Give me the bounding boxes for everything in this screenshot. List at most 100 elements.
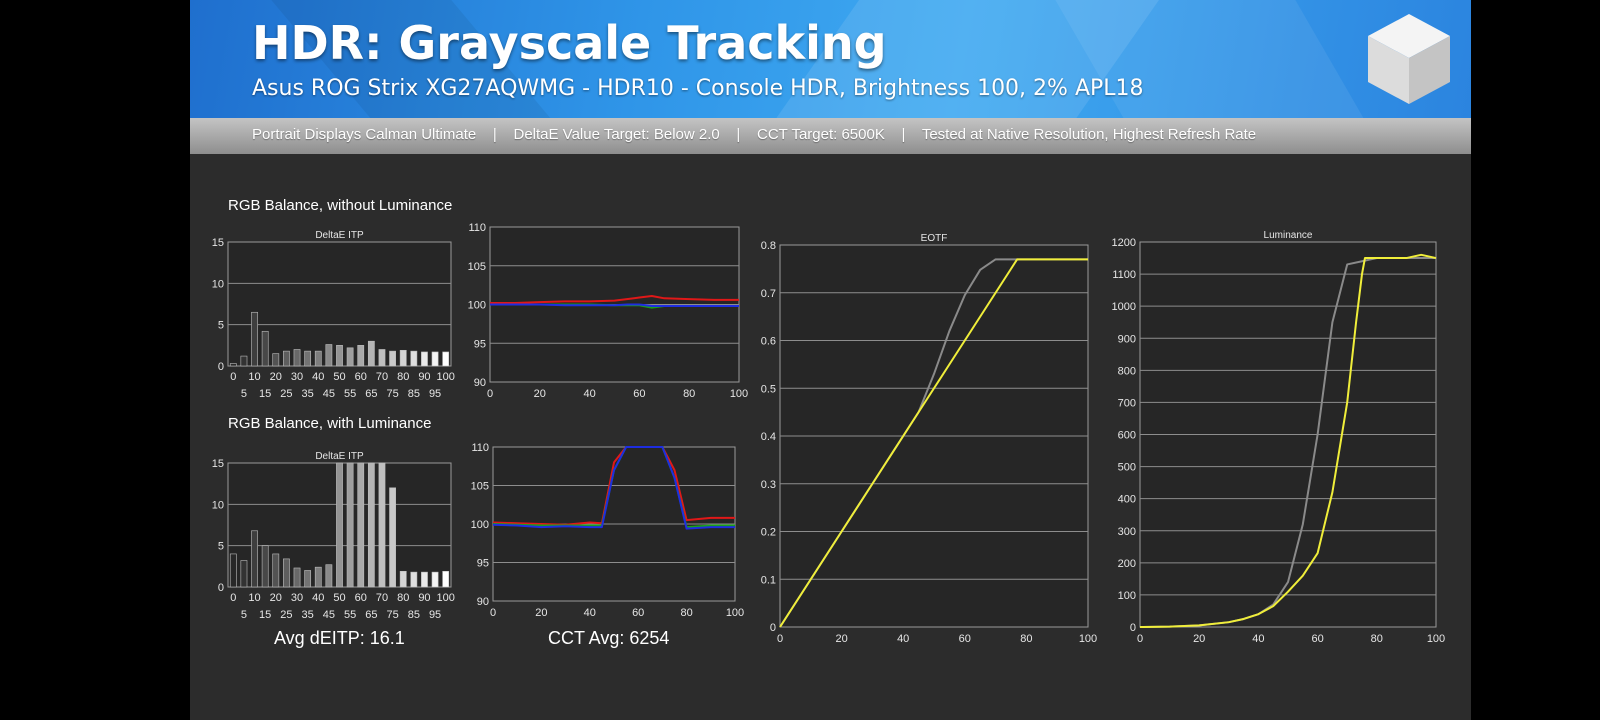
x-tick-label: 10 [248, 371, 260, 383]
x-tick-label: 95 [429, 388, 441, 400]
bar-20 [272, 553, 280, 588]
x-tick-label: 65 [365, 388, 377, 400]
x-tick-label: 90 [418, 592, 430, 604]
x-tick-label: 70 [376, 371, 388, 383]
x-tick-label: 60 [632, 607, 644, 619]
y-tick-label: 0.1 [761, 574, 776, 586]
info-separator: | [719, 126, 757, 143]
x-tick-label: 5 [241, 609, 247, 621]
x-tick-label: 20 [270, 592, 282, 604]
x-tick-label: 40 [312, 371, 324, 383]
x-tick-label: 40 [1252, 633, 1264, 645]
bar-50 [336, 345, 343, 367]
info-deltae-target: DeltaE Value Target: Below 2.0 [513, 126, 720, 143]
y-tick-label: 900 [1118, 333, 1136, 345]
x-tick-label: 60 [1311, 633, 1323, 645]
x-tick-label: 40 [312, 592, 324, 604]
x-tick-label: 25 [280, 609, 292, 621]
bar-35 [304, 570, 312, 588]
y-tick-label: 5 [218, 541, 224, 553]
section-label-without-luminance: RGB Balance, without Luminance [228, 197, 453, 214]
y-tick-label: 10 [212, 278, 224, 290]
info-separator: | [884, 126, 922, 143]
y-tick-label: 0 [770, 622, 776, 634]
y-tick-label: 105 [468, 261, 486, 273]
x-tick-label: 80 [1020, 633, 1032, 645]
x-tick-label: 90 [418, 371, 430, 383]
y-tick-label: 100 [1118, 590, 1136, 602]
y-tick-label: 15 [212, 458, 224, 470]
chart-title: EOTF [921, 233, 948, 244]
bar-45 [325, 344, 333, 367]
info-software: Portrait Displays Calman Ultimate [252, 126, 477, 143]
y-tick-label: 100 [471, 519, 489, 531]
chart-title: DeltaE ITP [315, 451, 364, 462]
bar-0 [229, 553, 237, 588]
bar-85 [410, 350, 418, 367]
x-tick-label: 80 [683, 388, 695, 400]
y-tick-label: 700 [1118, 397, 1136, 409]
bar-0 [229, 363, 237, 367]
x-tick-label: 20 [534, 388, 546, 400]
y-tick-label: 95 [477, 558, 489, 570]
x-tick-label: 80 [680, 607, 692, 619]
bar-5 [240, 560, 248, 588]
bar-70 [378, 349, 386, 367]
bar-55 [346, 462, 354, 588]
x-tick-label: 100 [1427, 633, 1445, 645]
bar-20 [272, 353, 280, 367]
bar-15 [261, 545, 269, 588]
bar-95 [431, 571, 439, 588]
x-tick-label: 20 [1193, 633, 1205, 645]
bar-100 [442, 570, 450, 588]
x-tick-label: 100 [726, 607, 744, 619]
x-tick-label: 0 [1137, 633, 1143, 645]
bar-40 [314, 350, 322, 367]
bar-30 [293, 567, 301, 588]
bar-80 [399, 349, 407, 367]
bar-75 [389, 350, 396, 367]
x-tick-label: 20 [535, 607, 547, 619]
y-tick-label: 0.2 [761, 527, 776, 539]
y-tick-label: 0.8 [761, 240, 776, 252]
x-tick-label: 55 [344, 388, 356, 400]
series-line-red [490, 294, 739, 304]
info-test-conditions: Tested at Native Resolution, Highest Ref… [921, 126, 1257, 143]
y-tick-label: 90 [477, 596, 489, 608]
bar-25 [283, 558, 290, 588]
x-tick-label: 100 [437, 592, 455, 604]
bar-35 [304, 350, 312, 367]
info-cct-target: CCT Target: 6500K [756, 126, 885, 143]
y-tick-label: 105 [471, 481, 489, 493]
y-tick-label: 15 [212, 237, 224, 249]
x-tick-label: 85 [408, 388, 420, 400]
x-tick-label: 15 [259, 609, 271, 621]
x-tick-label: 0 [230, 371, 236, 383]
bar-60 [357, 462, 365, 588]
x-tick-label: 55 [344, 609, 356, 621]
x-tick-label: 60 [355, 371, 367, 383]
bar-80 [399, 570, 407, 588]
bar-70 [378, 462, 386, 588]
avg-deitp-stat: Avg dEITP: 16.1 [274, 628, 405, 648]
x-tick-label: 95 [429, 609, 441, 621]
x-tick-label: 0 [777, 633, 783, 645]
x-tick-label: 5 [241, 388, 247, 400]
page-subtitle: Asus ROG Strix XG27AQWMG - HDR10 - Conso… [252, 76, 1144, 101]
test-info: Portrait Displays Calman Ultimate | Delt… [252, 126, 1256, 143]
y-tick-label: 1200 [1112, 237, 1136, 249]
y-tick-label: 400 [1118, 494, 1136, 506]
test-info-bar: Portrait Displays Calman Ultimate | Delt… [190, 118, 1471, 154]
cube-logo-icon [1368, 14, 1450, 104]
x-tick-label: 25 [280, 388, 292, 400]
series-line-blue [490, 303, 739, 308]
x-tick-label: 40 [583, 388, 595, 400]
bar-5 [240, 355, 248, 367]
info-separator: | [476, 126, 514, 143]
bar-85 [410, 571, 418, 588]
x-tick-label: 35 [302, 388, 314, 400]
y-tick-label: 90 [474, 377, 486, 389]
y-tick-label: 0 [218, 582, 224, 594]
chart-title: DeltaE ITP [315, 230, 364, 241]
